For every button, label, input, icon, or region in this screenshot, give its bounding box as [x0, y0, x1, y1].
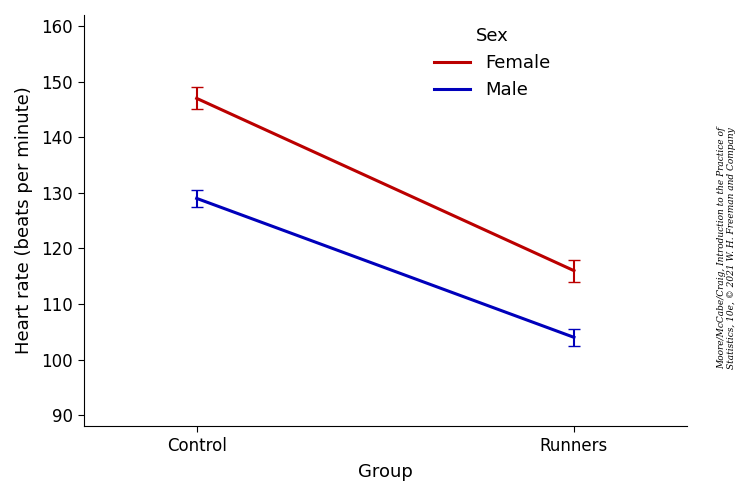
Y-axis label: Heart rate (beats per minute): Heart rate (beats per minute) — [15, 87, 33, 355]
Text: Moore/McCabe/Craig, Introduction to the Practice of
Statistics, 10e, © 2021 W. H: Moore/McCabe/Craig, Introduction to the … — [717, 127, 736, 369]
Legend: Female, Male: Female, Male — [427, 20, 557, 107]
X-axis label: Group: Group — [358, 463, 413, 481]
